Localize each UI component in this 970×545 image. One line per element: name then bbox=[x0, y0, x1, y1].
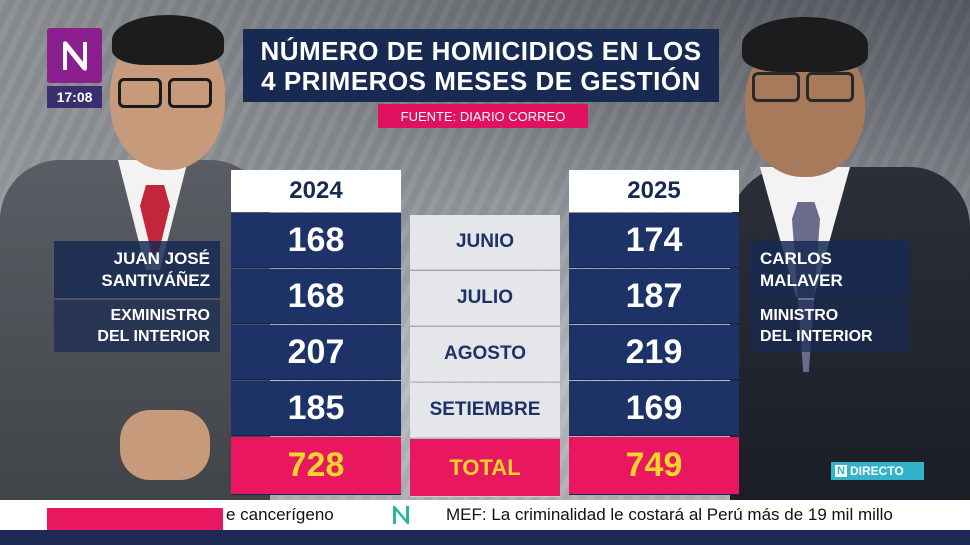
month-junio: JUNIO bbox=[410, 215, 560, 270]
month-setiembre: SETIEMBRE bbox=[410, 383, 560, 438]
value-2024-setiembre: 185 bbox=[231, 381, 401, 436]
ticker-section-tag bbox=[47, 508, 223, 530]
value-2024-agosto: 207 bbox=[231, 325, 401, 380]
total-label: TOTAL bbox=[410, 439, 560, 497]
channel-logo bbox=[47, 28, 102, 83]
headline-line-1: NÚMERO DE HOMICIDIOS EN LOS bbox=[260, 35, 702, 66]
year-header-2025: 2025 bbox=[569, 170, 739, 212]
ticker-item-1: e cancerígeno bbox=[226, 505, 334, 524]
total-2024: 728 bbox=[231, 437, 401, 495]
value-2024-junio: 168 bbox=[231, 213, 401, 268]
headline-line-2: 4 PRIMEROS MESES DE GESTIÓN bbox=[261, 65, 701, 96]
column-2025: 2025 174 187 219 169 749 bbox=[569, 170, 739, 495]
month-column: JUNIO JULIO AGOSTO SETIEMBRE TOTAL bbox=[410, 214, 560, 497]
ticker-n-logo-icon bbox=[393, 505, 409, 525]
left-person-role-plate: EXMINISTRO DEL INTERIOR bbox=[54, 300, 220, 352]
source-label: FUENTE: DIARIO CORREO bbox=[378, 104, 588, 128]
headline-box: NÚMERO DE HOMICIDIOS EN LOS 4 PRIMEROS M… bbox=[243, 29, 719, 102]
left-person-role: EXMINISTRO DEL INTERIOR bbox=[97, 307, 210, 345]
total-2025: 749 bbox=[569, 437, 739, 495]
live-badge-label: DIRECTO bbox=[849, 464, 904, 478]
right-person-role-plate: MINISTRO DEL INTERIOR bbox=[750, 300, 910, 352]
year-header-2024: 2024 bbox=[231, 170, 401, 212]
value-2025-julio: 187 bbox=[569, 269, 739, 324]
month-julio: JULIO bbox=[410, 271, 560, 326]
column-2024: 2024 168 168 207 185 728 bbox=[231, 170, 401, 495]
value-2024-julio: 168 bbox=[231, 269, 401, 324]
clock: 17:08 bbox=[47, 86, 102, 108]
value-2025-setiembre: 169 bbox=[569, 381, 739, 436]
right-person-role: MINISTRO DEL INTERIOR bbox=[760, 307, 873, 345]
value-2025-agosto: 219 bbox=[569, 325, 739, 380]
ticker-item-2: MEF: La criminalidad le costará al Perú … bbox=[446, 505, 893, 524]
month-agosto: AGOSTO bbox=[410, 327, 560, 382]
live-badge: N DIRECTO bbox=[831, 462, 924, 480]
right-person-name: CARLOS MALAVER bbox=[760, 248, 843, 290]
bottom-band bbox=[0, 530, 970, 545]
n-badge-icon: N bbox=[835, 465, 847, 477]
left-person-name-plate: JUAN JOSÉ SANTIVÁÑEZ bbox=[54, 241, 220, 298]
right-person-name-plate: CARLOS MALAVER bbox=[750, 241, 910, 298]
n-logo-icon bbox=[62, 40, 87, 71]
value-2025-junio: 174 bbox=[569, 213, 739, 268]
left-person-name: JUAN JOSÉ SANTIVÁÑEZ bbox=[101, 248, 210, 290]
